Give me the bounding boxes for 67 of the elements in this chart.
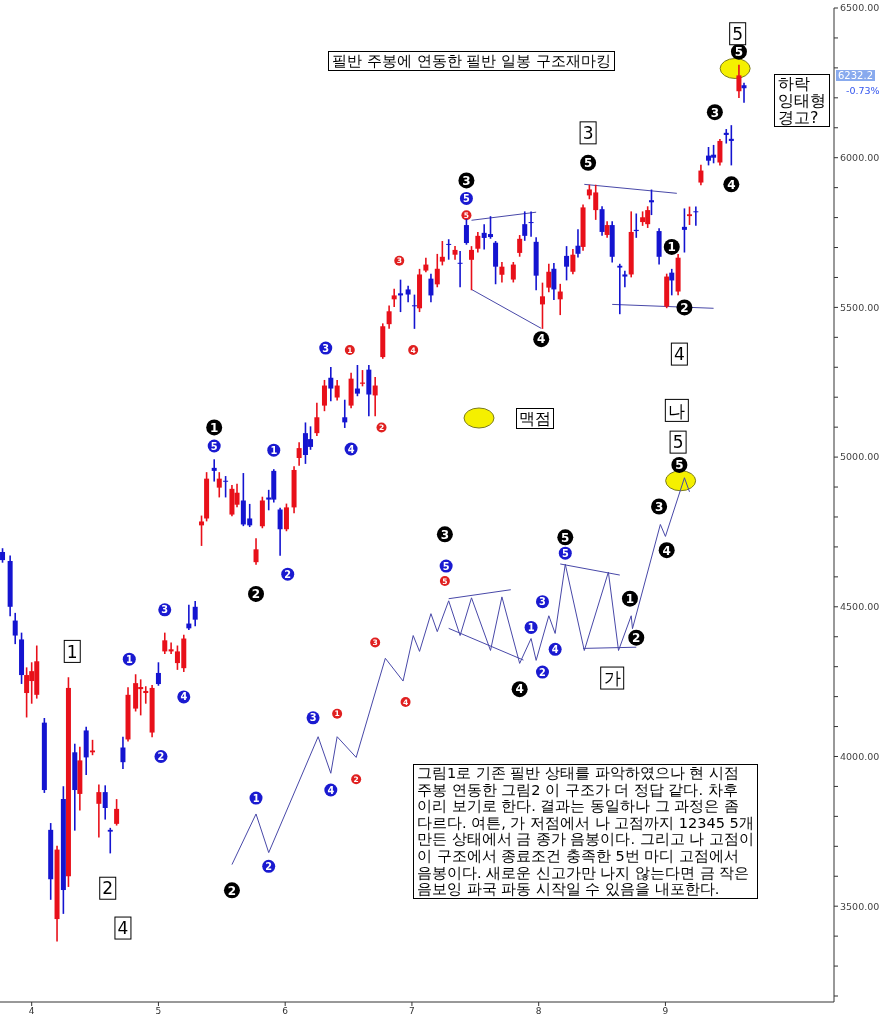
annotation: 5	[561, 547, 569, 559]
annotation: 가	[603, 668, 621, 689]
text: -0.73%	[846, 85, 880, 96]
annotation: 3	[462, 173, 471, 188]
annotation: 3	[309, 712, 317, 724]
y-tick-label: 6000.00	[840, 152, 880, 164]
annotation: 3	[539, 596, 547, 608]
annotation: 5	[675, 458, 684, 473]
annotation: 하락 잉태형 경고?	[774, 74, 830, 127]
y-tick-label: 4000.00	[840, 750, 880, 762]
annotation: 4	[673, 344, 685, 365]
annotation: 1	[210, 420, 219, 435]
annotation: 4	[727, 177, 736, 192]
annotation: 3	[440, 527, 450, 542]
annotation: 5	[463, 192, 471, 204]
y-tick-label: 5500.00	[840, 301, 880, 313]
annotation: 3	[582, 122, 594, 143]
annotation: 4	[117, 918, 129, 939]
y-tick-label: 3500.00	[840, 900, 880, 912]
x-tick-label: 4	[28, 1006, 35, 1017]
y-tick-label: 4500.00	[840, 601, 880, 613]
annotation: 5	[672, 432, 684, 453]
annotation: 2	[227, 883, 237, 898]
annotation: 1	[252, 792, 260, 804]
annotation: 1	[125, 653, 133, 665]
x-tick-label: 9	[662, 1006, 669, 1017]
annotation: 2	[102, 878, 114, 899]
annotation: 4	[327, 784, 335, 796]
annotation: 4	[347, 443, 355, 455]
annotation: 2	[265, 860, 273, 872]
annotation: 5	[210, 440, 218, 452]
annotation: 3	[654, 499, 664, 514]
annotation: 1	[270, 444, 278, 456]
annotation: 2	[284, 568, 292, 580]
annotation: 1	[625, 592, 635, 607]
annotation: 5	[734, 45, 744, 60]
annotation: 4	[551, 643, 559, 655]
annotation: 3	[161, 604, 169, 616]
annotation: 1	[527, 621, 535, 633]
annotation: 5	[583, 156, 593, 171]
annotation: 2	[157, 751, 165, 762]
y-tick-label: 6500.00	[840, 2, 880, 14]
annotation: 2	[251, 587, 261, 602]
text: 필반 주봉에 연동한 필반 일봉 구조재마킹	[328, 51, 615, 71]
annotation: 1	[66, 641, 78, 662]
legend-label: 맥점	[516, 407, 554, 429]
annotation: 5	[442, 560, 450, 572]
annotation: 4	[662, 543, 671, 558]
annotation: 4	[180, 691, 188, 703]
annotation: 4	[537, 332, 546, 347]
annotation: 3	[322, 342, 330, 354]
annotation: 4	[515, 682, 524, 697]
annotation: 2	[539, 666, 546, 678]
annotation: 3	[710, 105, 720, 120]
annotation: 5	[732, 23, 744, 44]
annotation: 나	[668, 400, 686, 421]
annotation: 5	[561, 530, 570, 545]
annotation: 그림1로 기존 필반 상태를 파악하였으나 현 시점 주봉 연동한 그림2 이 구조가 더 정답 같다. 차후 이리 보기로 한다. 결과는 동일하나 그 과정은 좀 다르다. 여튼, 가 저점에서 나 고점까지 12345 5개 만든 상태에서 금 종가 음봉이다. 그리고 나 고점이 이 구조에서 종료조건 충족한 5번 마디 고점에서 음봉이다. 새로운 신고가만 나지 않는다면 금 작은 음보잉 파국 파동 시작일 수 있음을 내포한다.	[413, 764, 758, 899]
text: 6232.2	[836, 70, 875, 81]
y-tick-label: 5000.00	[840, 451, 880, 463]
x-tick-label: 6	[282, 1006, 289, 1017]
annotation: 2	[632, 630, 641, 645]
x-tick-label: 8	[535, 1006, 542, 1017]
annotation: 1	[667, 240, 676, 255]
annotation: 2	[680, 300, 689, 315]
x-tick-label: 7	[409, 1006, 415, 1017]
x-tick-label: 5	[155, 1006, 162, 1017]
